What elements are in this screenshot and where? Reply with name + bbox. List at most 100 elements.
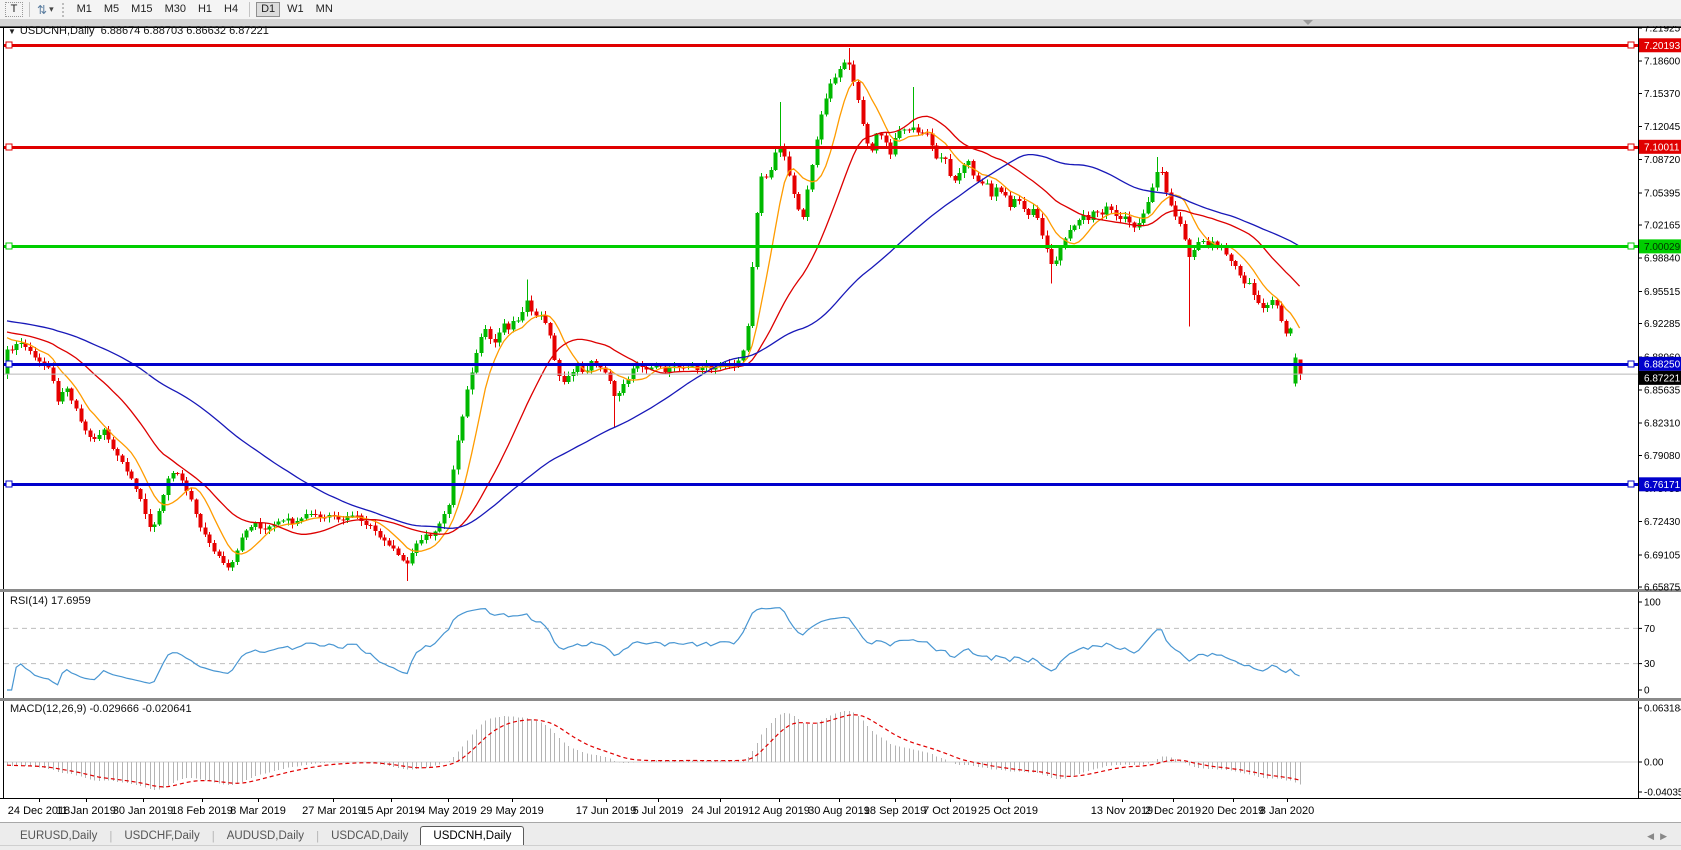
macd-values: -0.029666 -0.020641: [89, 703, 192, 715]
tab-scroll-arrows: ◀▶: [1647, 831, 1673, 846]
svg-text:30 Jan 2019: 30 Jan 2019: [113, 805, 174, 817]
tab-separator: |: [211, 831, 215, 843]
svg-text:17 Jun 2019: 17 Jun 2019: [576, 805, 637, 817]
svg-text:7.12045: 7.12045: [1644, 122, 1681, 133]
svg-text:4 May 2019: 4 May 2019: [419, 805, 476, 817]
rsi-header: RSI(14) 17.6959: [10, 595, 91, 607]
rsi-value: 17.6959: [50, 595, 91, 607]
svg-text:7.05395: 7.05395: [1644, 188, 1681, 199]
svg-text:-0.040355: -0.040355: [1644, 787, 1681, 798]
svg-text:0: 0: [1644, 686, 1650, 697]
panel-borders: [0, 27, 1681, 799]
svg-text:24 Jul 2019: 24 Jul 2019: [692, 805, 749, 817]
svg-text:7.18600: 7.18600: [1644, 57, 1681, 68]
svg-text:18 Feb 2019: 18 Feb 2019: [171, 805, 233, 817]
horizontal-lines[interactable]: [4, 41, 1638, 488]
timeframe-h4-button[interactable]: H4: [219, 2, 243, 17]
status-strip: [0, 845, 1681, 850]
svg-text:5 Jul 2019: 5 Jul 2019: [633, 805, 684, 817]
svg-text:6.76171: 6.76171: [1644, 480, 1681, 491]
rsi-label: RSI(14): [10, 595, 48, 607]
svg-text:6.87221: 6.87221: [1644, 374, 1681, 385]
symbol-ohlc-values: 6.88674 6.88703 6.86632 6.87221: [100, 25, 269, 37]
timeframe-m1-button[interactable]: M1: [72, 2, 97, 17]
tab-eurusd[interactable]: EURUSD,Daily: [20, 830, 98, 842]
candlesticks: [5, 48, 1303, 581]
svg-text:7.08720: 7.08720: [1644, 155, 1681, 166]
dropdown-caret-icon[interactable]: ▾: [49, 4, 54, 14]
svg-text:7.21925: 7.21925: [1644, 26, 1681, 35]
toolbar: T ⇅ ▾ M1 M5 M15 M30 H1 H4 D1 W1 MN: [0, 0, 1681, 20]
svg-text:30 Aug 2019: 30 Aug 2019: [808, 805, 870, 817]
symbol-tab-bar: EURUSD,Daily | USDCHF,Daily | AUDUSD,Dai…: [0, 822, 1681, 847]
svg-text:6.72430: 6.72430: [1644, 517, 1681, 528]
timeframe-m5-button[interactable]: M5: [99, 2, 124, 17]
svg-text:27 Mar 2019: 27 Mar 2019: [302, 805, 364, 817]
tab-separator: |: [316, 831, 320, 843]
rsi-panel: 100 70 30 0: [4, 598, 1661, 697]
svg-text:6.95515: 6.95515: [1644, 287, 1681, 298]
chart-canvas[interactable]: 7.21925 7.18600 7.15370 7.12045 7.08720 7.053…: [0, 26, 1681, 822]
svg-text:11 Jan 2019: 11 Jan 2019: [56, 805, 116, 817]
svg-text:0.063184: 0.063184: [1644, 704, 1681, 715]
toolbar-separator: [249, 2, 251, 17]
timeframe-mn-button[interactable]: MN: [311, 2, 338, 17]
tab-usdcad[interactable]: USDCAD,Daily: [331, 830, 409, 842]
svg-text:6.65875: 6.65875: [1644, 583, 1681, 594]
svg-text:7 Oct 2019: 7 Oct 2019: [923, 805, 977, 817]
moving-averages: [6, 78, 1301, 555]
svg-text:6.88250: 6.88250: [1644, 360, 1681, 371]
tab-usdchf[interactable]: USDCHF,Daily: [124, 830, 200, 842]
timeframe-m30-button[interactable]: M30: [160, 2, 191, 17]
timeframe-w1-button[interactable]: W1: [282, 2, 309, 17]
svg-text:8 Jan 2020: 8 Jan 2020: [1260, 805, 1314, 817]
svg-text:6.98840: 6.98840: [1644, 254, 1681, 265]
tab-separator: |: [109, 831, 113, 843]
svg-text:7.00029: 7.00029: [1644, 242, 1681, 253]
svg-text:7.15370: 7.15370: [1644, 89, 1681, 100]
toolbar-separator: [29, 2, 30, 17]
svg-text:7.10011: 7.10011: [1644, 143, 1680, 154]
svg-text:7.20193: 7.20193: [1644, 41, 1681, 52]
toolbar-grip: [61, 2, 67, 17]
svg-text:24 Dec 2018: 24 Dec 2018: [8, 805, 70, 817]
tab-scroll-right-icon[interactable]: ▶: [1660, 831, 1673, 841]
svg-text:6.79080: 6.79080: [1644, 451, 1681, 462]
price-scale[interactable]: 7.21925 7.18600 7.15370 7.12045 7.08720 7.053…: [1638, 26, 1681, 594]
macd-label: MACD(12,26,9): [10, 703, 87, 715]
svg-text:20 Dec 2019: 20 Dec 2019: [1202, 805, 1264, 817]
tab-audusd[interactable]: AUDUSD,Daily: [226, 830, 305, 842]
svg-text:2 Dec 2019: 2 Dec 2019: [1145, 805, 1201, 817]
svg-text:12 Aug 2019: 12 Aug 2019: [748, 805, 810, 817]
svg-text:8 Mar 2019: 8 Mar 2019: [230, 805, 286, 817]
tile-windows-icon[interactable]: ⇅: [37, 2, 48, 17]
svg-text:15 Apr 2019: 15 Apr 2019: [361, 805, 420, 817]
svg-text:6.82310: 6.82310: [1644, 419, 1681, 430]
macd-header: MACD(12,26,9) -0.029666 -0.020641: [10, 703, 192, 715]
timeframe-h1-button[interactable]: H1: [193, 2, 217, 17]
tab-usdcnh[interactable]: USDCNH,Daily: [420, 826, 525, 847]
symbol-header: ▼ USDCNH,Daily 6.88674 6.88703 6.86632 6.…: [8, 25, 269, 37]
svg-text:29 May 2019: 29 May 2019: [480, 805, 544, 817]
svg-text:6.69105: 6.69105: [1644, 550, 1681, 561]
shift-marker-icon[interactable]: [1303, 20, 1313, 25]
svg-text:6.92285: 6.92285: [1644, 319, 1681, 330]
svg-text:6.85635: 6.85635: [1644, 385, 1681, 396]
timeframe-m15-button[interactable]: M15: [126, 2, 157, 17]
chart-shift-strip[interactable]: [0, 19, 1681, 27]
svg-text:70: 70: [1644, 624, 1656, 635]
svg-text:18 Sep 2019: 18 Sep 2019: [864, 805, 926, 817]
tab-scroll-left-icon[interactable]: ◀: [1647, 831, 1661, 841]
symbol-dropdown-icon[interactable]: ▼: [8, 27, 16, 36]
svg-text:25 Oct 2019: 25 Oct 2019: [978, 805, 1038, 817]
svg-text:100: 100: [1644, 598, 1661, 609]
timeframe-d1-button[interactable]: D1: [256, 2, 281, 17]
text-tool-button[interactable]: T: [5, 2, 23, 17]
svg-text:30: 30: [1644, 659, 1656, 670]
svg-text:7.02165: 7.02165: [1644, 221, 1681, 232]
svg-text:0.00: 0.00: [1644, 758, 1664, 769]
symbol-title: USDCNH,Daily: [19, 25, 95, 37]
macd-panel: 0.063184 0.00 -0.040355: [4, 704, 1681, 798]
